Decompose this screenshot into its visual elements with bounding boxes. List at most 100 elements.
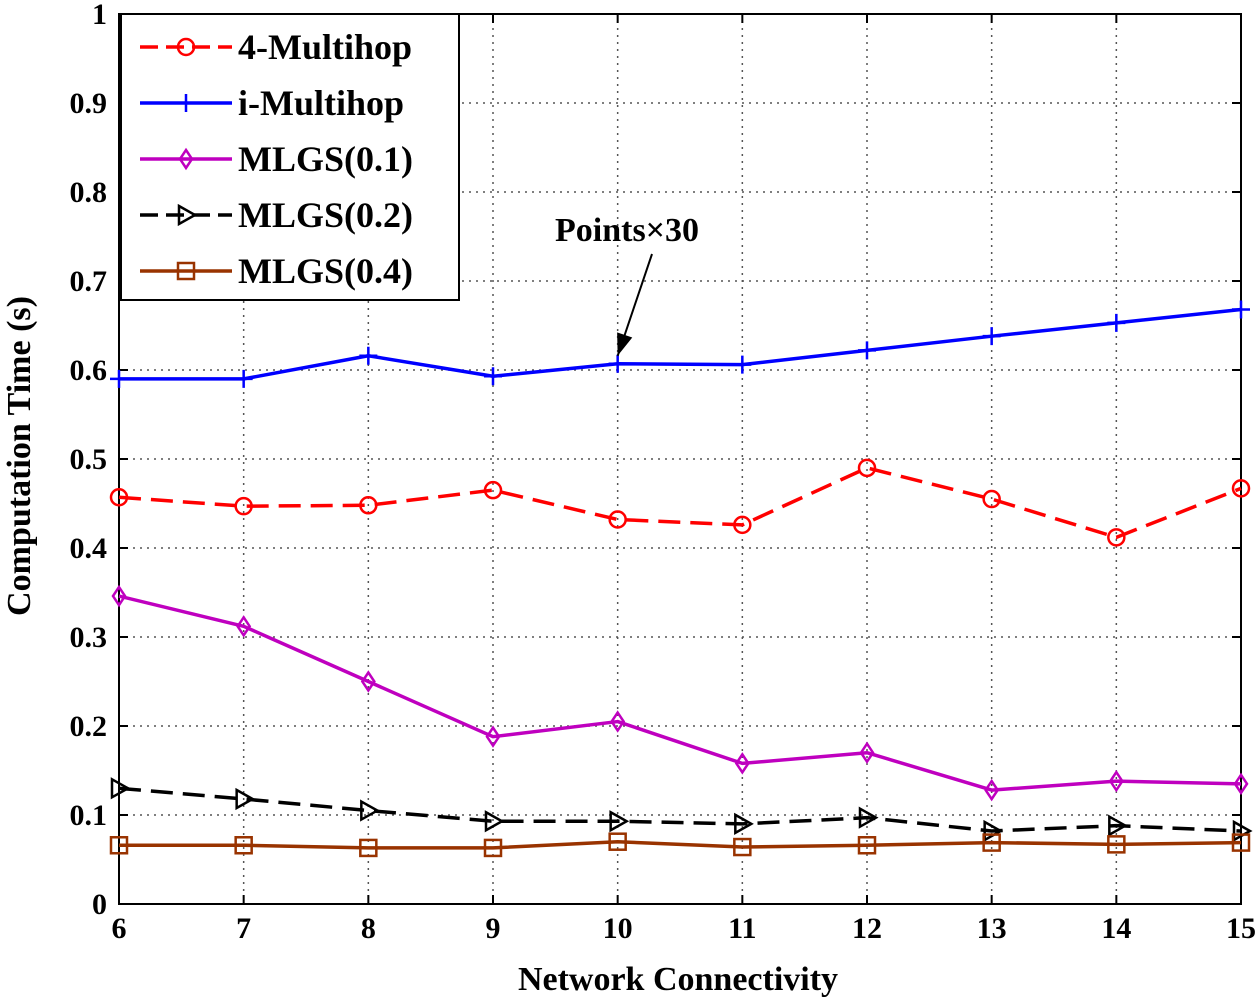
y-tick-label: 0.1 (70, 799, 108, 832)
grid (119, 14, 1241, 904)
data-point-marker (733, 515, 752, 535)
legend-label: MLGS(0.2) (238, 195, 413, 235)
data-point-marker (857, 458, 877, 478)
legend-marker (178, 147, 194, 171)
series-i-Multihop (110, 300, 1250, 388)
series-line (118, 466, 1242, 540)
data-point-marker (982, 489, 1001, 509)
data-point-marker (608, 510, 627, 529)
axis-ticks: 6 7 8 9 10 11 12 13 14 15 0 0.1 0.2 0.3 0.4 0.5 0.6 0.7 0.… (70, 0, 1257, 945)
series-group (109, 300, 1253, 858)
data-point-marker (734, 752, 750, 775)
data-point-marker (1108, 814, 1128, 837)
y-tick-label: 0.6 (70, 354, 108, 387)
series-line (118, 786, 1242, 833)
data-point-marker (484, 810, 505, 833)
data-point-marker (1107, 528, 1126, 547)
legend-item: MLGS(0.2) (140, 195, 413, 235)
data-point-marker (608, 832, 627, 851)
data-point-marker (734, 812, 754, 836)
y-tick-label: 0.9 (70, 87, 108, 120)
series-MLGS(0.4) (109, 832, 1251, 858)
data-point-marker (236, 615, 252, 638)
legend-item: MLGS(0.1) (140, 139, 413, 179)
y-axis-label: Computation Time (s) (1, 296, 38, 616)
legend-item: i-Multihop (140, 83, 404, 123)
data-point-marker (733, 837, 752, 857)
data-point-marker (360, 670, 376, 693)
data-point-marker (485, 725, 501, 748)
data-point-marker (982, 833, 1001, 852)
series-4-Multihop (109, 458, 1251, 547)
data-point-marker (1233, 772, 1249, 796)
data-point-marker (483, 838, 503, 858)
series-line (119, 839, 1242, 850)
data-point-marker (234, 369, 253, 388)
y-tick-label: 0.3 (70, 621, 108, 654)
series-MLGS(0.1) (111, 584, 1249, 802)
series-line (119, 307, 1242, 381)
x-tick-label: 15 (1226, 912, 1256, 945)
data-point-marker (359, 496, 378, 515)
legend-marker (177, 203, 198, 227)
data-point-marker (1231, 479, 1251, 498)
data-point-marker (109, 836, 129, 855)
annotation: Points×30 (555, 212, 699, 357)
x-tick-label: 12 (852, 912, 882, 945)
data-point-marker (608, 354, 627, 373)
data-point-marker (483, 480, 503, 500)
x-tick-label: 6 (112, 912, 127, 945)
data-point-marker (1232, 300, 1250, 319)
y-tick-label: 0 (92, 888, 107, 921)
data-point-marker (733, 355, 752, 374)
x-tick-label: 10 (603, 912, 633, 945)
data-point-marker (234, 836, 253, 855)
y-tick-label: 0.8 (70, 176, 108, 209)
x-tick-label: 11 (728, 912, 756, 945)
x-tick-label: 7 (236, 912, 251, 945)
series-line (118, 594, 1242, 792)
y-tick-label: 0.4 (70, 532, 108, 565)
data-point-marker (111, 584, 127, 608)
legend-item: 4-Multihop (140, 27, 412, 67)
data-point-marker (609, 810, 630, 833)
x-axis-label: Network Connectivity (518, 961, 838, 998)
annotation-text: Points×30 (555, 212, 699, 249)
data-point-marker (359, 346, 378, 365)
data-point-marker (360, 799, 380, 822)
x-tick-label: 9 (486, 912, 501, 945)
data-point-marker (858, 806, 879, 829)
data-point-marker (235, 787, 256, 811)
data-point-marker (984, 778, 1000, 802)
y-tick-label: 1 (92, 0, 107, 31)
data-point-marker (1107, 313, 1126, 332)
annotation-arrow-head (617, 332, 633, 356)
legend: 4-Multihop i-Multihop MLGS(0.1) MLGS(0.2) ML… (120, 13, 460, 301)
legend-marker (177, 94, 195, 112)
x-tick-label: 14 (1101, 912, 1131, 945)
data-point-marker (857, 836, 877, 855)
data-point-marker (484, 367, 502, 386)
legend-marker (176, 261, 196, 281)
data-point-marker (1231, 833, 1251, 852)
legend-item: MLGS(0.4) (140, 251, 413, 291)
data-point-marker (982, 327, 1001, 346)
y-tick-label: 0.5 (70, 443, 108, 476)
data-point-marker (1108, 769, 1124, 793)
legend-box (120, 13, 460, 301)
series-MLGS(0.2) (110, 777, 1253, 843)
legend-label: MLGS(0.1) (238, 139, 413, 179)
legend-marker (176, 37, 196, 57)
legend-label: MLGS(0.4) (238, 251, 413, 291)
x-tick-label: 8 (361, 912, 376, 945)
legend-label: i-Multihop (238, 83, 404, 123)
data-point-marker (610, 710, 626, 733)
data-point-marker (110, 777, 131, 800)
x-tick-label: 13 (977, 912, 1007, 945)
y-tick-label: 0.2 (70, 710, 108, 743)
y-tick-label: 0.7 (70, 265, 108, 298)
data-point-marker (359, 838, 378, 858)
data-point-marker (859, 741, 875, 764)
legend-label: 4-Multihop (238, 27, 412, 67)
